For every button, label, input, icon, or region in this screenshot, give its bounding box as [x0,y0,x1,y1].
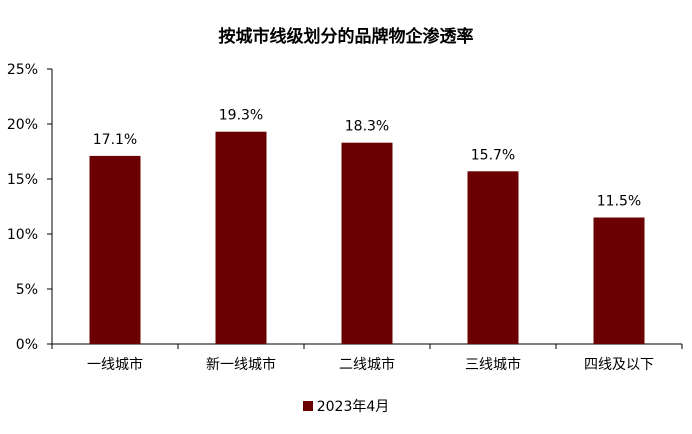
data-label: 17.1% [93,132,137,148]
y-tick-label: 15% [7,172,38,188]
legend-label: 2023年4月 [316,399,390,415]
bar [341,142,393,344]
data-label: 19.3% [219,108,263,124]
bar [89,155,141,344]
data-label: 15.7% [471,147,515,163]
category-label: 二线城市 [339,356,395,373]
chart-title: 按城市线级划分的品牌物企渗透率 [218,27,474,47]
bar-series [89,131,645,344]
chart-axes: 0% 5% 10% 15% 20% 25% [7,62,683,353]
category-label: 三线城市 [465,356,521,373]
data-label: 18.3% [345,119,389,135]
category-label: 一线城市 [87,356,143,373]
y-tick-label: 25% [7,62,38,78]
legend: 2023年4月 [0,396,692,416]
y-tick-label: 0% [16,337,38,353]
bar [467,171,519,344]
bar [215,131,267,344]
category-label: 新一线城市 [206,356,276,373]
y-tick-label: 20% [7,117,38,133]
data-label: 11.5% [597,194,641,210]
bar [593,217,645,344]
chart-labels: 17.1% 一线城市 19.3% 新一线城市 18.3% 二线城市 15.7% 三线城市 11.… [87,108,654,373]
legend-swatch [302,401,313,411]
y-tick-label: 10% [7,227,38,243]
y-tick-label: 5% [16,282,38,298]
category-label: 四线及以下 [584,357,654,373]
